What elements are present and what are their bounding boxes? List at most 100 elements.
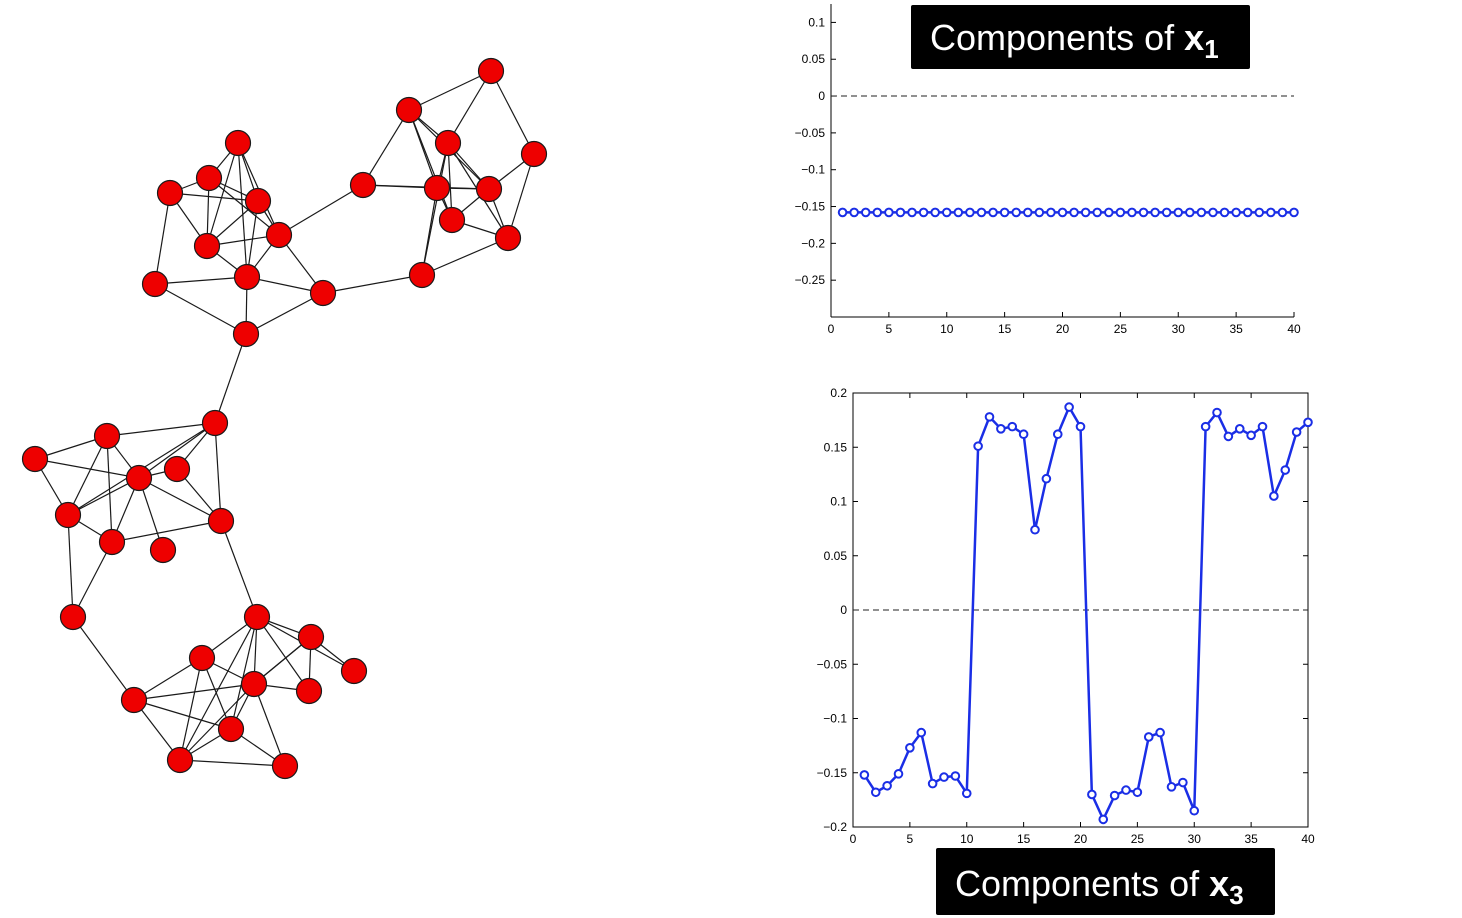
graph-node [125, 464, 153, 492]
graph-node [149, 536, 177, 564]
graph-edge [67, 514, 74, 618]
graph-edge [206, 142, 239, 247]
graph-node [193, 232, 221, 260]
data-point [1132, 787, 1143, 798]
graph-node [156, 179, 184, 207]
banner-x3: Components of x3 [936, 848, 1275, 915]
network-graph [21, 57, 548, 780]
data-point [859, 770, 870, 780]
data-point [916, 727, 927, 738]
x-tick-label: 35 [1244, 832, 1258, 846]
data-point [1046, 207, 1056, 218]
data-point [950, 771, 961, 781]
data-point [1173, 207, 1184, 218]
data-point [1231, 207, 1241, 218]
graph-node [408, 261, 436, 289]
chart-components-x3: 0.20.150.10.050−0.05−0.1−0.15−0.20 5 10 15 2… [817, 386, 1315, 846]
banner-x1-prefix: Components of [930, 17, 1184, 58]
graph-edge [230, 616, 258, 730]
data-point [930, 207, 940, 218]
data-point [1034, 207, 1045, 218]
data-point [1007, 421, 1018, 432]
graph-edge [179, 657, 203, 761]
graph-edge [133, 657, 203, 701]
y-tick-label: −0.2 [823, 820, 847, 834]
graph-node [166, 746, 194, 774]
data-point [999, 207, 1010, 218]
y-tick-label: −0.05 [817, 657, 848, 671]
data-point [1143, 732, 1154, 742]
y-tick-label: −0.25 [795, 273, 826, 287]
x-tick-label: 20 [1056, 322, 1070, 336]
graph-node [477, 57, 505, 85]
y-tick-label: −0.05 [795, 126, 826, 140]
y-tick-label: −0.2 [801, 236, 825, 250]
graph-edge [237, 142, 248, 278]
data-point [1277, 207, 1288, 218]
graph-edge [447, 70, 492, 144]
banner-x3-prefix: Components of [955, 863, 1209, 904]
data-point [1257, 421, 1268, 432]
x-tick-label: 15 [998, 322, 1012, 336]
x-tick-label: 5 [886, 322, 893, 336]
graph-node [395, 96, 423, 124]
graph-edge [154, 276, 248, 285]
graph-edge [106, 435, 113, 543]
data-point [1052, 429, 1063, 440]
data-point [837, 207, 848, 218]
graph-edge [111, 520, 222, 543]
graph-edge [421, 142, 449, 276]
graph-edge [169, 192, 259, 202]
graph-node [340, 657, 368, 685]
graph-edge [220, 520, 258, 618]
y-tick-label: 0 [818, 89, 825, 103]
data-point [1041, 473, 1052, 484]
graph-node [475, 175, 503, 203]
graph-edge [278, 184, 364, 236]
data-point [1030, 524, 1040, 535]
graph-edge [253, 683, 286, 767]
graph-node [349, 171, 377, 199]
graph-edge [408, 70, 492, 111]
graph-node [434, 129, 462, 157]
y-tick-label: −0.1 [801, 163, 825, 177]
x-tick-label: 30 [1188, 832, 1202, 846]
data-point [1303, 417, 1313, 428]
graph-node [195, 164, 223, 192]
graph-edge [256, 616, 310, 692]
graph-edge [106, 422, 216, 437]
y-tick-label: 0 [840, 603, 847, 617]
data-point [1208, 207, 1218, 218]
graph-node [297, 623, 325, 651]
graph-nodes [21, 57, 548, 780]
graph-edge [138, 477, 222, 522]
data-point [1246, 430, 1256, 441]
data-point [884, 207, 894, 218]
data-point [872, 207, 883, 218]
x-tick-label: 30 [1172, 322, 1186, 336]
data-point [1075, 421, 1086, 432]
x-tick-label: 25 [1114, 322, 1128, 336]
graph-edge [507, 153, 535, 239]
graph-edge [138, 422, 216, 479]
data-point [988, 207, 998, 218]
graph-node [271, 752, 299, 780]
banner-x1-text: Components of x1 [930, 17, 1219, 64]
x-tick-label: 20 [1074, 832, 1088, 846]
banner-x1: Components of x1 [911, 5, 1250, 69]
graph-edge [72, 541, 113, 618]
data-point [1057, 207, 1068, 218]
graph-edge [214, 333, 247, 424]
graph-node [98, 528, 126, 556]
graph-edge [67, 435, 108, 516]
series-line [863, 405, 1309, 821]
graph-node [309, 279, 337, 307]
graph-node [438, 206, 466, 234]
graph-edge [34, 458, 140, 479]
data-point [1098, 814, 1109, 825]
data-point [895, 207, 906, 218]
data-point [1087, 789, 1097, 800]
graph-edge [421, 237, 509, 276]
data-point [1022, 207, 1033, 218]
